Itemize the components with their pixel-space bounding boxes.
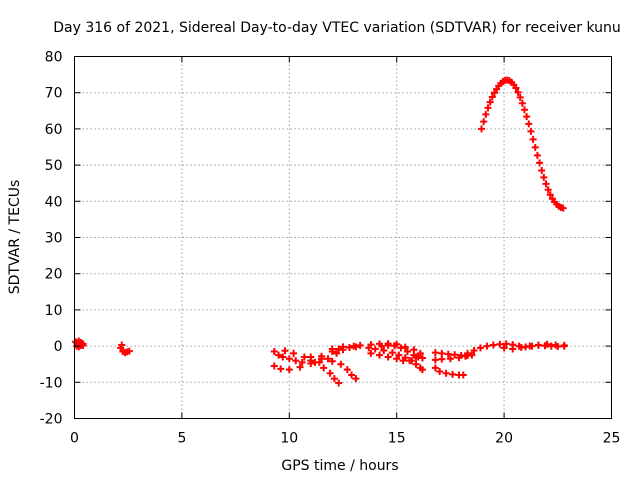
- data-point: [320, 364, 327, 371]
- data-point: [346, 344, 353, 351]
- data-point: [385, 353, 392, 360]
- data-point: [286, 355, 293, 362]
- data-point: [432, 349, 439, 356]
- data-point: [271, 348, 278, 355]
- x-tick-label: 25: [603, 431, 621, 447]
- y-axis-label: SDTVAR / TECUs: [7, 180, 23, 295]
- data-point: [271, 363, 278, 370]
- y-tick-label: 70: [45, 86, 63, 102]
- data-point: [376, 352, 383, 359]
- data-point: [521, 106, 528, 113]
- y-tick-label: 60: [45, 122, 63, 138]
- data-point: [277, 365, 284, 372]
- y-tick-label: 80: [45, 50, 63, 66]
- data-point: [480, 118, 487, 125]
- data-point: [482, 111, 489, 118]
- y-tick-label: 40: [45, 194, 63, 210]
- data-point: [478, 125, 485, 132]
- data-point: [530, 136, 537, 143]
- data-point: [413, 361, 420, 368]
- data-point: [335, 380, 342, 387]
- y-tick-label: 30: [45, 231, 63, 247]
- y-tick-label: 50: [45, 158, 63, 174]
- data-point: [286, 366, 293, 373]
- data-point: [534, 152, 541, 159]
- y-tick-label: 0: [54, 339, 63, 355]
- data-point: [389, 349, 396, 356]
- data-point: [352, 375, 359, 382]
- x-tick-label: 0: [70, 431, 79, 447]
- data-point: [292, 357, 299, 364]
- y-tick-label: 10: [45, 303, 63, 319]
- chart-title: Day 316 of 2021, Sidereal Day-to-day VTE…: [53, 20, 621, 36]
- data-point: [443, 370, 450, 377]
- data-point: [348, 372, 355, 379]
- data-point: [449, 371, 456, 378]
- data-series: [72, 77, 568, 387]
- y-tick-label: -10: [40, 375, 63, 391]
- data-point: [525, 120, 532, 127]
- data-point: [337, 361, 344, 368]
- data-point: [432, 356, 439, 363]
- data-point: [538, 167, 545, 174]
- data-point: [307, 353, 314, 360]
- data-point: [527, 128, 534, 135]
- data-point: [357, 342, 364, 349]
- data-point: [410, 346, 417, 353]
- x-tick-label: 10: [280, 431, 298, 447]
- data-point: [540, 174, 547, 181]
- x-axis-label: GPS time / hours: [281, 458, 398, 474]
- x-tick-label: 20: [495, 431, 513, 447]
- series-track-k: [432, 364, 467, 378]
- tick-labels: 0 5 10 15 20 25 -20 -10 0 10 20 30 40 50 60 70 80: [40, 50, 621, 447]
- series-short-segment: [117, 342, 133, 357]
- data-point: [327, 370, 334, 377]
- data-point: [282, 347, 289, 354]
- data-point: [536, 159, 543, 166]
- chart: Day 316 of 2021, Sidereal Day-to-day VTE…: [0, 0, 640, 480]
- x-tick-label: 5: [177, 431, 186, 447]
- data-point: [532, 144, 539, 151]
- data-point: [496, 341, 503, 348]
- data-point: [523, 113, 530, 120]
- data-point: [432, 364, 439, 371]
- data-point: [490, 342, 497, 349]
- x-tick-label: 15: [388, 431, 406, 447]
- data-point: [331, 375, 338, 382]
- series-high-arc: [478, 77, 567, 212]
- data-point: [477, 344, 484, 351]
- data-point: [344, 366, 351, 373]
- data-point: [535, 342, 542, 349]
- y-tick-label: 20: [45, 267, 63, 283]
- y-tick-label: -20: [40, 412, 63, 428]
- data-point: [460, 372, 467, 379]
- data-point: [436, 368, 443, 375]
- data-point: [561, 342, 568, 349]
- data-point: [438, 356, 445, 363]
- data-point: [290, 350, 297, 357]
- data-point: [372, 345, 379, 352]
- data-point: [483, 343, 490, 350]
